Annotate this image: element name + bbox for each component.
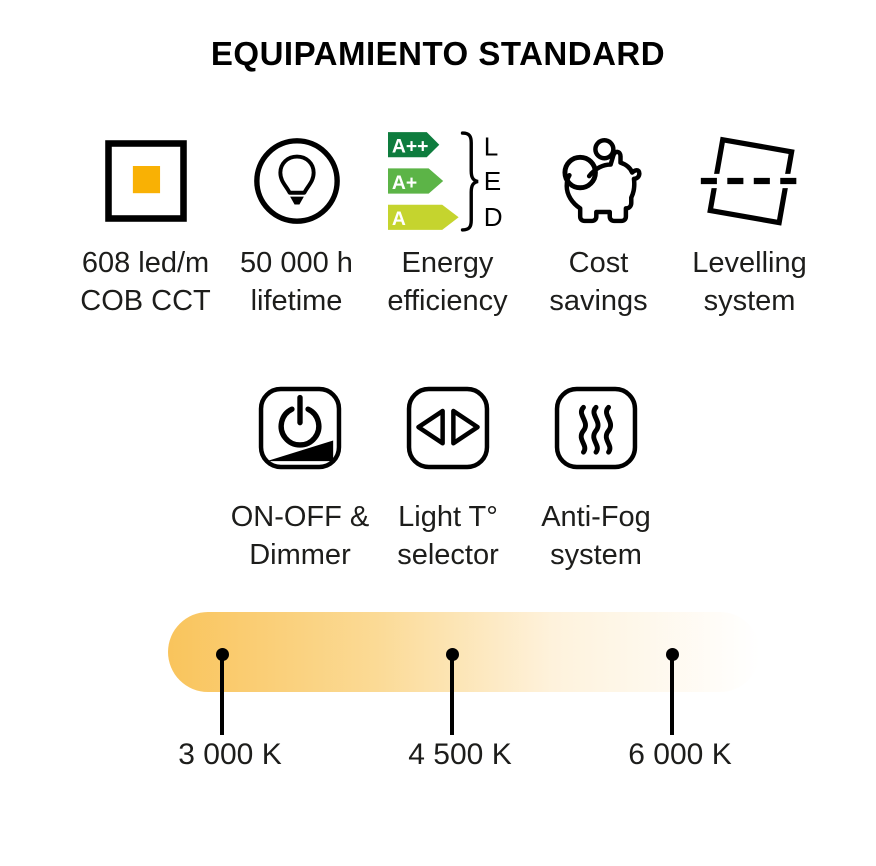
- marker-dot: [215, 648, 229, 661]
- cct-scale: 3 000 K 4 500 K 6 000 K: [0, 612, 876, 832]
- onoff-dimmer-icon: [257, 384, 343, 472]
- feature-caption: ON-OFF & Dimmer: [230, 501, 370, 571]
- led-chip-icon: [101, 128, 191, 234]
- feature-caption: 50 000 h lifetime: [240, 247, 353, 317]
- equipment-standard-infographic: EQUIPAMIENTO STANDARD 608 led/m COB CCT: [0, 34, 876, 832]
- energy-arrow-a-plus-plus: [387, 131, 439, 157]
- svg-text:E: E: [483, 166, 500, 196]
- cct-label-6000k: 6 000 K: [628, 738, 732, 771]
- feature-energy-efficiency: A++ A+ A L E D Energy efficiency: [372, 128, 523, 320]
- marker-dot: [445, 648, 459, 661]
- features-row-2: ON-OFF & Dimmer Light T° selector: [226, 384, 670, 574]
- curly-brace: [460, 130, 478, 232]
- feature-lifetime: 50 000 h lifetime: [221, 128, 372, 320]
- feature-cob-cct: 608 led/m COB CCT: [70, 128, 221, 320]
- svg-text:L: L: [483, 131, 498, 161]
- feature-anti-fog: Anti-Fog system: [522, 384, 670, 574]
- feature-caption: Anti-Fog system: [541, 501, 651, 571]
- feature-caption: 608 led/m COB CCT: [80, 247, 211, 317]
- feature-cost-savings: Cost savings: [523, 128, 674, 320]
- feature-caption: Cost savings: [549, 247, 648, 317]
- svg-text:D: D: [483, 202, 502, 232]
- light-temp-selector-icon: [405, 384, 491, 472]
- energy-arrow-a: [387, 204, 459, 230]
- led-chip-fill: [132, 166, 160, 194]
- feature-onoff-dimmer: ON-OFF & Dimmer: [226, 384, 374, 574]
- cct-label-3000k: 3 000 K: [178, 738, 282, 771]
- cct-gradient-bar: [168, 612, 760, 692]
- svg-text:A+: A+: [391, 171, 416, 193]
- feature-light-temp-selector: Light T° selector: [374, 384, 522, 574]
- marker-stem: [220, 655, 224, 735]
- anti-fog-icon: [553, 384, 639, 472]
- marker-dot: [665, 648, 679, 661]
- feature-caption: Levelling system: [692, 247, 807, 317]
- page-title: EQUIPAMIENTO STANDARD: [210, 35, 666, 72]
- marker-stem: [450, 655, 454, 735]
- cct-label-4500k: 4 500 K: [408, 738, 512, 771]
- svg-text:A: A: [391, 208, 405, 230]
- features-row-1: 608 led/m COB CCT 50 000 h lifetime: [70, 128, 826, 320]
- light-bulb-icon: [250, 128, 344, 234]
- levelling-system-icon: [697, 128, 802, 234]
- energy-label-icon: A++ A+ A L E D: [387, 128, 508, 234]
- energy-arrow-a-plus: [387, 167, 443, 194]
- feature-caption: Light T° selector: [397, 501, 499, 571]
- feature-levelling-system: Levelling system: [674, 128, 825, 320]
- feature-caption: Energy efficiency: [387, 247, 508, 317]
- marker-stem: [670, 655, 674, 735]
- piggy-bank-icon: [555, 128, 643, 234]
- svg-text:A++: A++: [391, 135, 428, 157]
